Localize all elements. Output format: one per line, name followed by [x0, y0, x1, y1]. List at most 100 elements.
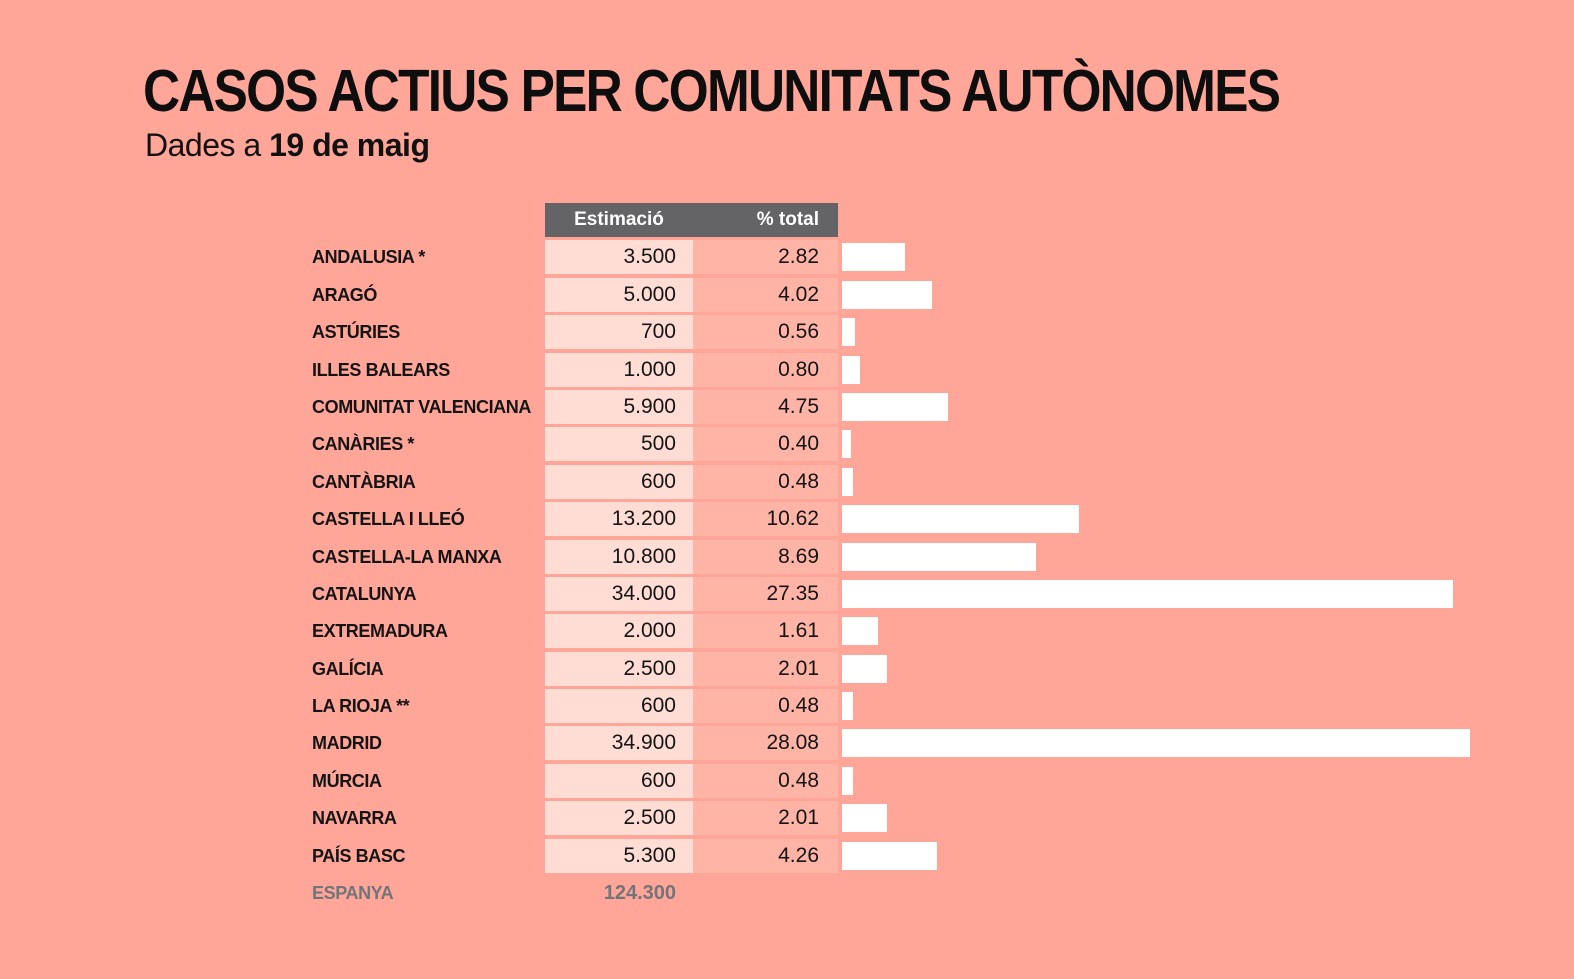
cell-divider [691, 614, 693, 649]
table-row: CANTÀBRIA 600 0.48 [312, 464, 1470, 499]
estimate-cell: 1.000 [545, 352, 691, 387]
cell-divider [691, 240, 693, 275]
table-row: MADRID 34.900 28.08 [312, 726, 1470, 761]
estimate-cell: 5.300 [545, 838, 691, 873]
pct-total-cell: 28.08 [693, 726, 838, 761]
cell-divider [691, 427, 693, 462]
pct-total-cell: 2.01 [693, 801, 838, 836]
subtitle-prefix: Dades a [145, 127, 270, 163]
table-row: NAVARRA 2.500 2.01 [312, 801, 1470, 836]
column-header-pct-total: % total [756, 209, 819, 230]
value-bar [842, 804, 887, 833]
value-bar [842, 505, 1080, 534]
value-bar [842, 280, 932, 309]
table-total-row: ESPANYA 124.300 [312, 876, 1470, 910]
estimate-cell: 5.000 [545, 277, 691, 312]
cell-divider [691, 277, 693, 312]
estimate-cell: 13.200 [545, 502, 691, 537]
region-label: MADRID [312, 733, 382, 754]
estimate-cell: 10.800 [545, 539, 691, 574]
table-header: Estimació % total [545, 203, 838, 237]
estimate-cell: 5.900 [545, 389, 691, 424]
cell-divider [691, 389, 693, 424]
page-title: CASOS ACTIUS PER COMUNITATS AUTÒNOMES [143, 58, 1281, 124]
estimate-cell: 34.000 [545, 576, 691, 611]
estimate-cell: 600 [545, 689, 691, 724]
table-row: CATALUNYA 34.000 27.35 [312, 576, 1470, 611]
table-row: PAÍS BASC 5.300 4.26 [312, 838, 1470, 873]
cell-divider [691, 763, 693, 798]
cell-divider [691, 838, 693, 873]
active-cases-table: Estimació % total ANDALUSIA * 3.500 2.82… [312, 203, 1470, 913]
estimate-cell: 2.500 [545, 651, 691, 686]
pct-total-cell: 0.48 [693, 689, 838, 724]
value-bar [842, 579, 1454, 608]
estimate-cell: 2.000 [545, 614, 691, 649]
table-row: CANÀRIES * 500 0.40 [312, 427, 1470, 462]
value-bar [842, 392, 949, 421]
value-bar [842, 729, 1470, 758]
value-bar [842, 355, 860, 384]
region-label: ANDALUSIA * [312, 247, 425, 268]
cell-divider [691, 726, 693, 761]
cell-divider [691, 352, 693, 387]
table-row: CASTELLA I LLEÓ 13.200 10.62 [312, 502, 1470, 537]
pct-total-cell: 2.01 [693, 651, 838, 686]
value-bar [842, 654, 887, 683]
table-row: MÚRCIA 600 0.48 [312, 763, 1470, 798]
pct-total-cell: 0.48 [693, 763, 838, 798]
estimate-cell: 3.500 [545, 240, 691, 275]
region-label: ARAGÓ [312, 284, 377, 305]
region-label: PAÍS BASC [312, 845, 406, 866]
pct-total-cell: 4.02 [693, 277, 838, 312]
region-label: GALÍCIA [312, 658, 384, 679]
region-label: ASTÚRIES [312, 322, 400, 343]
estimate-cell: 700 [545, 315, 691, 350]
pct-total-cell: 4.26 [693, 838, 838, 873]
subtitle: Dades a 19 de maig [145, 127, 430, 164]
pct-total-cell: 27.35 [693, 576, 838, 611]
value-bar [842, 841, 938, 870]
region-label: CANÀRIES * [312, 434, 415, 455]
region-label: CATALUNYA [312, 583, 417, 604]
pct-total-cell: 0.40 [693, 427, 838, 462]
value-bar [842, 430, 851, 459]
estimate-cell: 600 [545, 464, 691, 499]
pct-total-cell: 4.75 [693, 389, 838, 424]
value-bar [842, 617, 878, 646]
cell-divider [691, 539, 693, 574]
cell-divider [691, 464, 693, 499]
pct-total-cell: 0.56 [693, 315, 838, 350]
cell-divider [691, 801, 693, 836]
table-row: LA RIOJA ** 600 0.48 [312, 689, 1470, 724]
table-body: ANDALUSIA * 3.500 2.82 ARAGÓ 5.000 4.02 … [312, 240, 1470, 873]
region-label: ILLES BALEARS [312, 359, 450, 380]
pct-total-cell: 10.62 [693, 502, 838, 537]
pct-total-cell: 0.48 [693, 464, 838, 499]
table-row: EXTREMADURA 2.000 1.61 [312, 614, 1470, 649]
pct-total-cell: 0.80 [693, 352, 838, 387]
pct-total-cell: 1.61 [693, 614, 838, 649]
table-row: CASTELLA-LA MANXA 10.800 8.69 [312, 539, 1470, 574]
cell-divider [691, 689, 693, 724]
region-label: LA RIOJA ** [312, 696, 410, 717]
region-label: CASTELLA-LA MANXA [312, 546, 502, 567]
total-row-label: ESPANYA [312, 883, 394, 904]
estimate-cell: 34.900 [545, 726, 691, 761]
estimate-cell: 2.500 [545, 801, 691, 836]
table-row: ILLES BALEARS 1.000 0.80 [312, 352, 1470, 387]
region-label: NAVARRA [312, 808, 397, 829]
value-bar [842, 692, 853, 721]
table-row: ARAGÓ 5.000 4.02 [312, 277, 1470, 312]
estimate-cell: 500 [545, 427, 691, 462]
cell-divider [691, 651, 693, 686]
subtitle-date: 19 de maig [269, 127, 430, 163]
pct-total-cell: 8.69 [693, 539, 838, 574]
table-row: ANDALUSIA * 3.500 2.82 [312, 240, 1470, 275]
region-label: CANTÀBRIA [312, 471, 416, 492]
column-header-estimacio: Estimació [574, 209, 664, 230]
region-label: MÚRCIA [312, 770, 382, 791]
region-label: CASTELLA I LLEÓ [312, 509, 465, 530]
table-row: COMUNITAT VALENCIANA 5.900 4.75 [312, 389, 1470, 424]
